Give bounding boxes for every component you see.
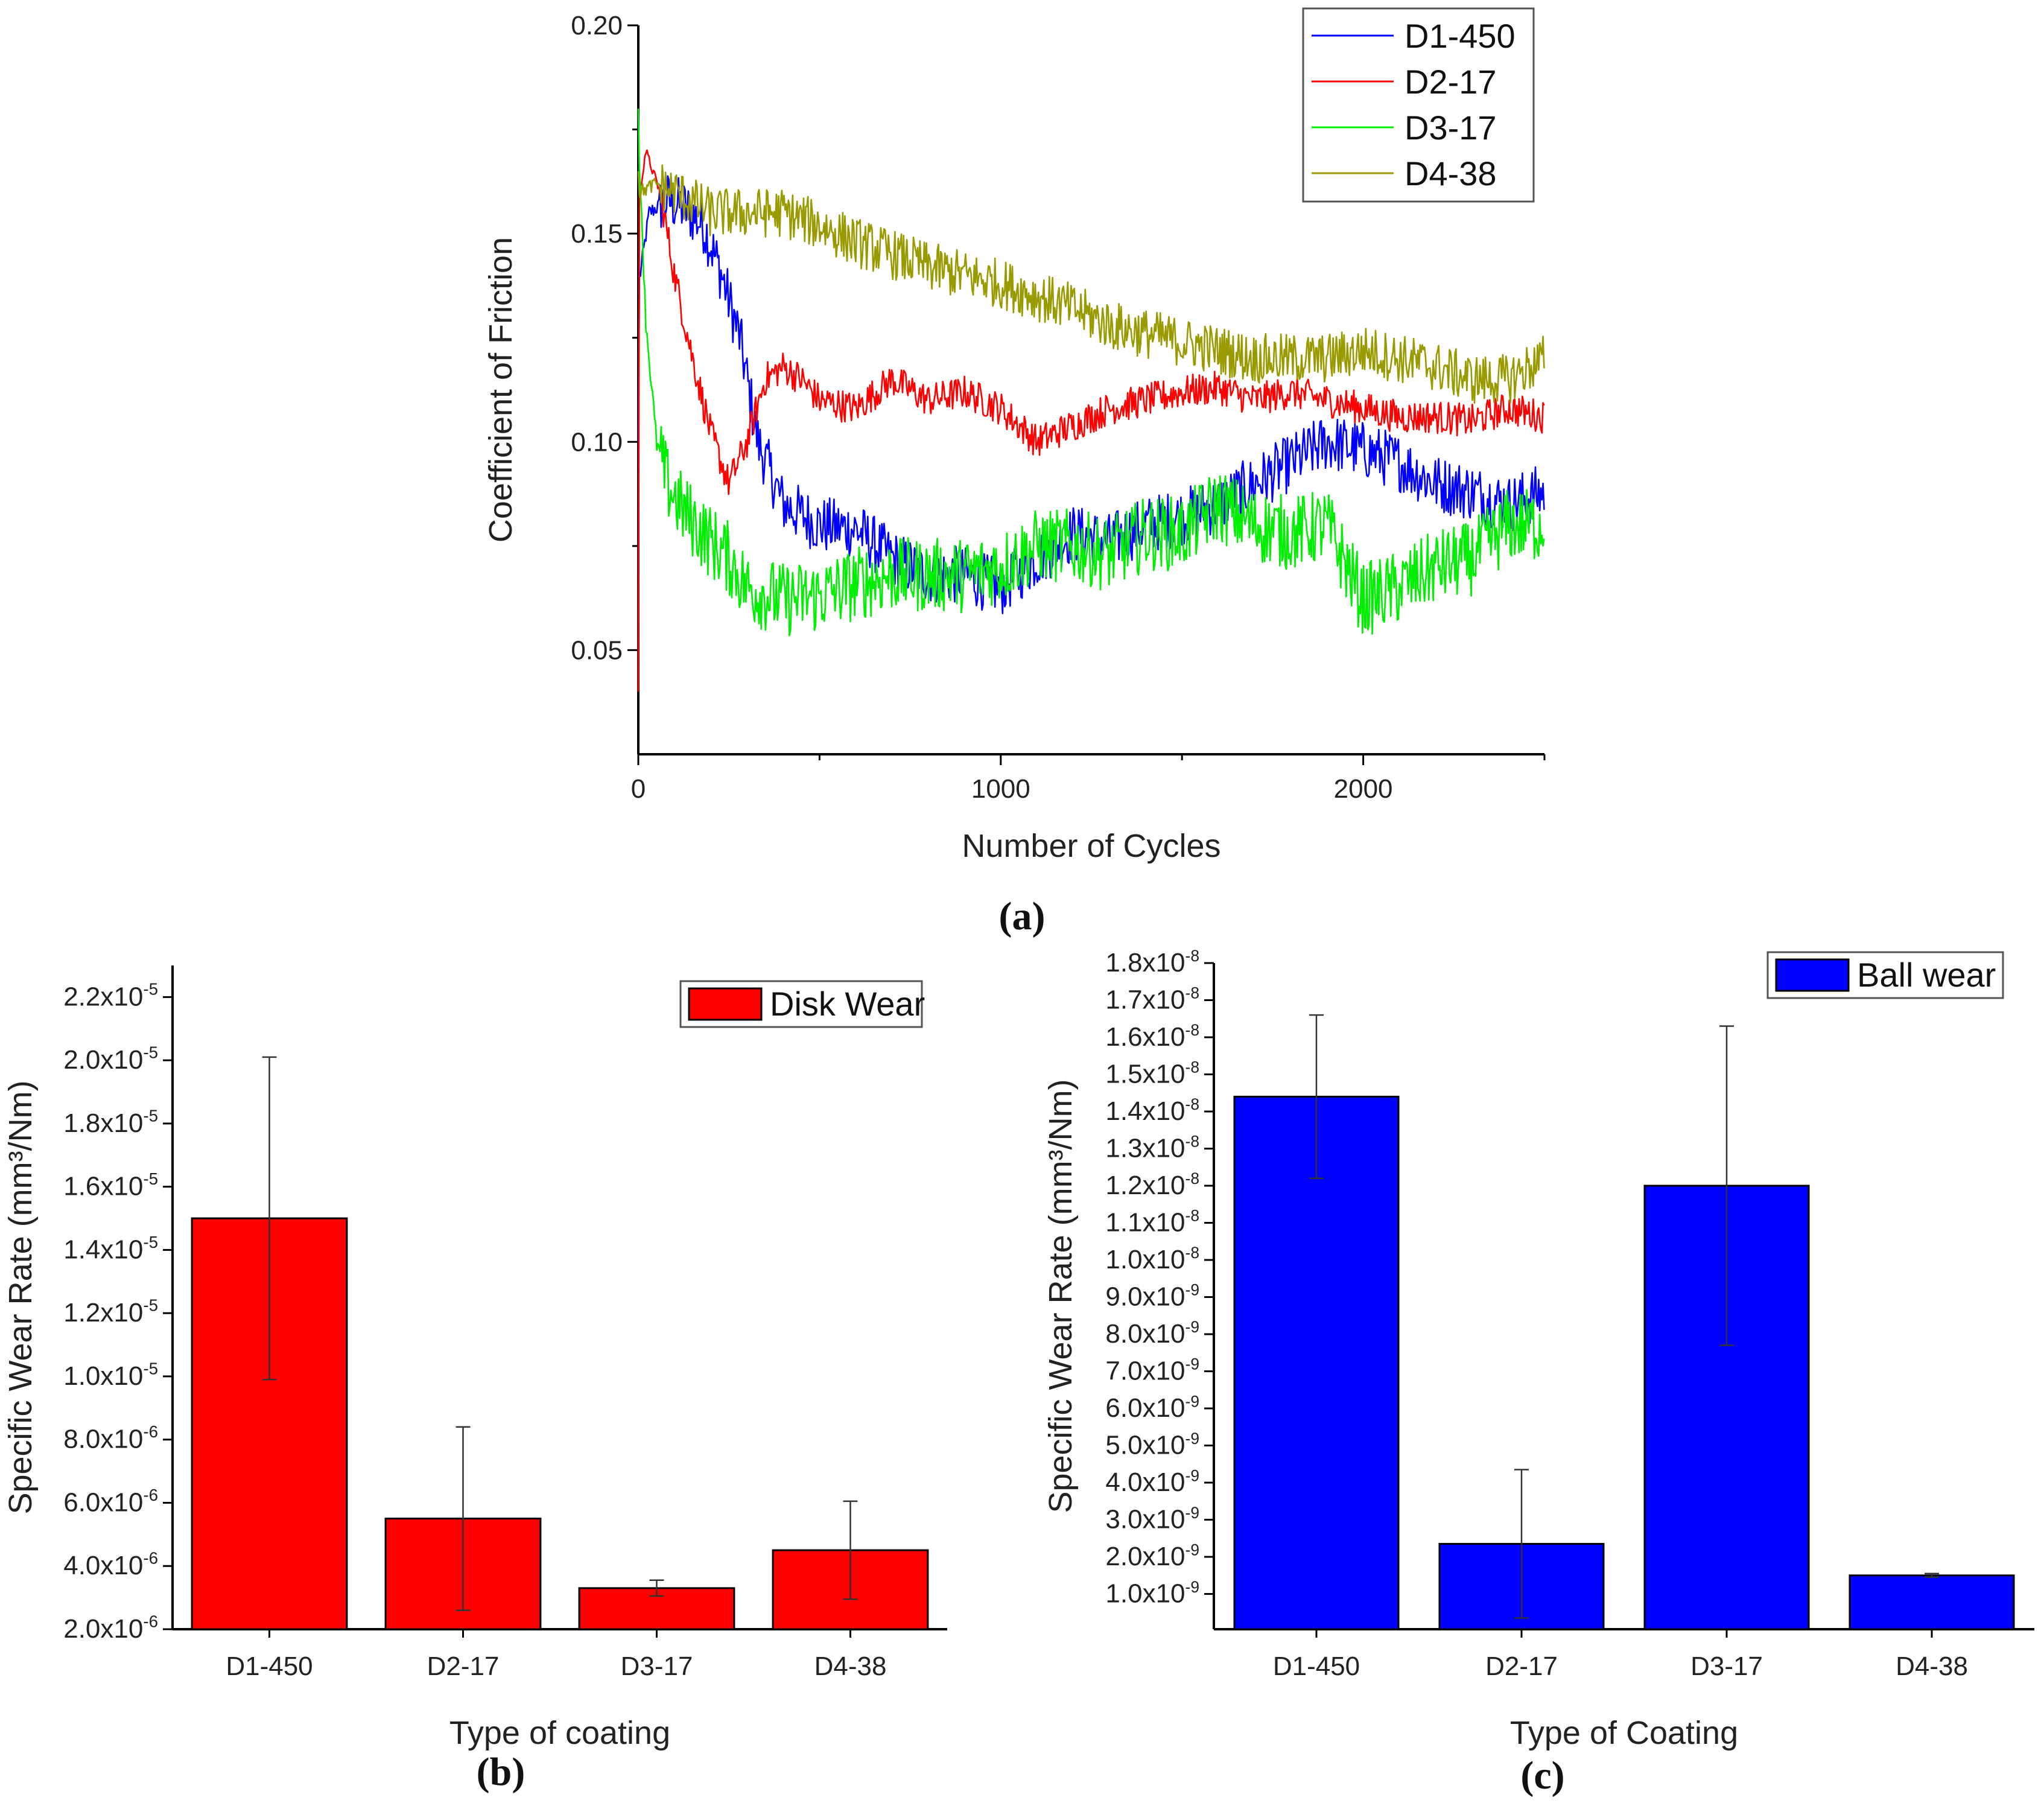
- panel-b-bar-chart: 2.0x10-6 4.0x10-6 6.0x10-6 8.0x10-6 1.0x10-5…: [2, 965, 947, 1751]
- y-tick-label: 7.0x10-9: [1105, 1355, 1199, 1386]
- x-tick-label: D1-450: [226, 1652, 313, 1681]
- y-tick-label: 1.7x10-8: [1105, 984, 1199, 1015]
- y-tick-label: 3.0x10-9: [1105, 1504, 1199, 1534]
- x-tick-label: D1-450: [1273, 1652, 1360, 1681]
- y-tick-label: 1.6x10-5: [63, 1169, 158, 1201]
- y-tick-label: 4.0x10-6: [63, 1549, 158, 1581]
- y-tick-label: 1.5x10-8: [1105, 1058, 1199, 1089]
- panel-label-b: (b): [477, 1750, 525, 1794]
- legend-swatch: [1775, 958, 1850, 992]
- bar-d4-38: [1849, 1574, 2015, 1630]
- legend-box: [1302, 7, 1535, 203]
- y-tick-label: 1.4x10-8: [1105, 1095, 1199, 1126]
- panel-c-bar-chart: 1.0x10-9 2.0x10-9 3.0x10-9 4.0x10-9 5.0x10-9…: [1043, 947, 2034, 1751]
- y-tick-label: 1.2x10-8: [1105, 1169, 1199, 1200]
- y-tick-label: 4.0x10-9: [1105, 1466, 1199, 1497]
- y-tick-label: 9.0x10-9: [1105, 1281, 1199, 1312]
- x-tick-label: D4-38: [814, 1652, 887, 1681]
- panel-label-a: (a): [999, 894, 1046, 938]
- y-tick-label: 5.0x10-9: [1105, 1429, 1199, 1460]
- y-tick-label: 2.0x10-6: [63, 1612, 158, 1644]
- series-line-d2-17: [637, 149, 1545, 692]
- x-axis-title: Type of coating: [449, 1715, 670, 1751]
- y-axis-title: Specific Wear Rate (mm³/Nm): [1043, 1079, 1079, 1513]
- y-tick-label: 0.15: [571, 219, 623, 249]
- x-tick-label: 0: [631, 774, 646, 804]
- x-tick-label: 2000: [1334, 774, 1393, 804]
- x-tick-label: D4-38: [1896, 1652, 1968, 1681]
- legend-label: D2-17: [1404, 63, 1497, 101]
- legend-label: Disk Wear: [770, 985, 925, 1023]
- x-tick-label: 1000: [971, 774, 1030, 804]
- legend-label: D3-17: [1404, 109, 1497, 147]
- y-tick-label: 0.20: [571, 11, 623, 40]
- y-tick-label: 8.0x10-6: [63, 1422, 158, 1454]
- series-line-d3-17: [637, 109, 1545, 637]
- x-axis-title: Number of Cycles: [962, 828, 1220, 864]
- legend-swatch: [688, 987, 763, 1021]
- y-tick-label: 2.0x10-9: [1105, 1541, 1199, 1571]
- series-line-d4-38: [637, 164, 1545, 404]
- y-tick-label: 2.0x10-5: [63, 1043, 158, 1075]
- y-tick-label: 1.0x10-9: [1105, 1578, 1199, 1609]
- y-tick-label: 2.2x10-5: [63, 980, 158, 1012]
- y-tick-label: 1.2x10-5: [63, 1296, 158, 1328]
- y-tick-label: 1.4x10-5: [63, 1233, 158, 1265]
- bar-d1-450: [1233, 1095, 1400, 1630]
- y-tick-label: 1.6x10-8: [1105, 1021, 1199, 1052]
- y-tick-label: 0.10: [571, 427, 623, 457]
- x-axis-title: Type of Coating: [1510, 1715, 1738, 1751]
- y-axis-title: Specific Wear Rate (mm³/Nm): [2, 1080, 39, 1514]
- legend-label: D1-450: [1404, 17, 1516, 55]
- x-tick-label: D2-17: [427, 1652, 500, 1681]
- y-tick-label: 1.0x10-5: [63, 1359, 158, 1391]
- series-line-d1-450: [637, 175, 1545, 614]
- y-tick-label: 0.05: [571, 635, 623, 665]
- y-tick-label: 8.0x10-9: [1105, 1318, 1199, 1349]
- y-tick-label: 1.3x10-8: [1105, 1133, 1199, 1163]
- x-tick-label: D3-17: [1690, 1652, 1763, 1681]
- legend-label: Ball wear: [1857, 956, 1996, 994]
- y-tick-label: 1.8x10-8: [1105, 947, 1199, 978]
- legend-label: D4-38: [1404, 154, 1497, 192]
- x-tick-label: D3-17: [621, 1652, 693, 1681]
- panel-label-c: (c): [1520, 1754, 1564, 1798]
- y-tick-label: 6.0x10-6: [63, 1486, 158, 1518]
- y-axis-title: Coefficient of Friction: [483, 237, 519, 542]
- x-tick-label: D2-17: [1485, 1652, 1558, 1681]
- y-tick-label: 1.8x10-5: [63, 1106, 158, 1138]
- y-tick-label: 6.0x10-9: [1105, 1392, 1199, 1423]
- panel-a-line-chart: 0.05 0.10 0.15 0.20 0 1000 2000 Number of Cycle…: [483, 7, 1546, 864]
- y-tick-label: 1.1x10-8: [1105, 1207, 1199, 1238]
- y-tick-label: 1.0x10-8: [1105, 1244, 1199, 1274]
